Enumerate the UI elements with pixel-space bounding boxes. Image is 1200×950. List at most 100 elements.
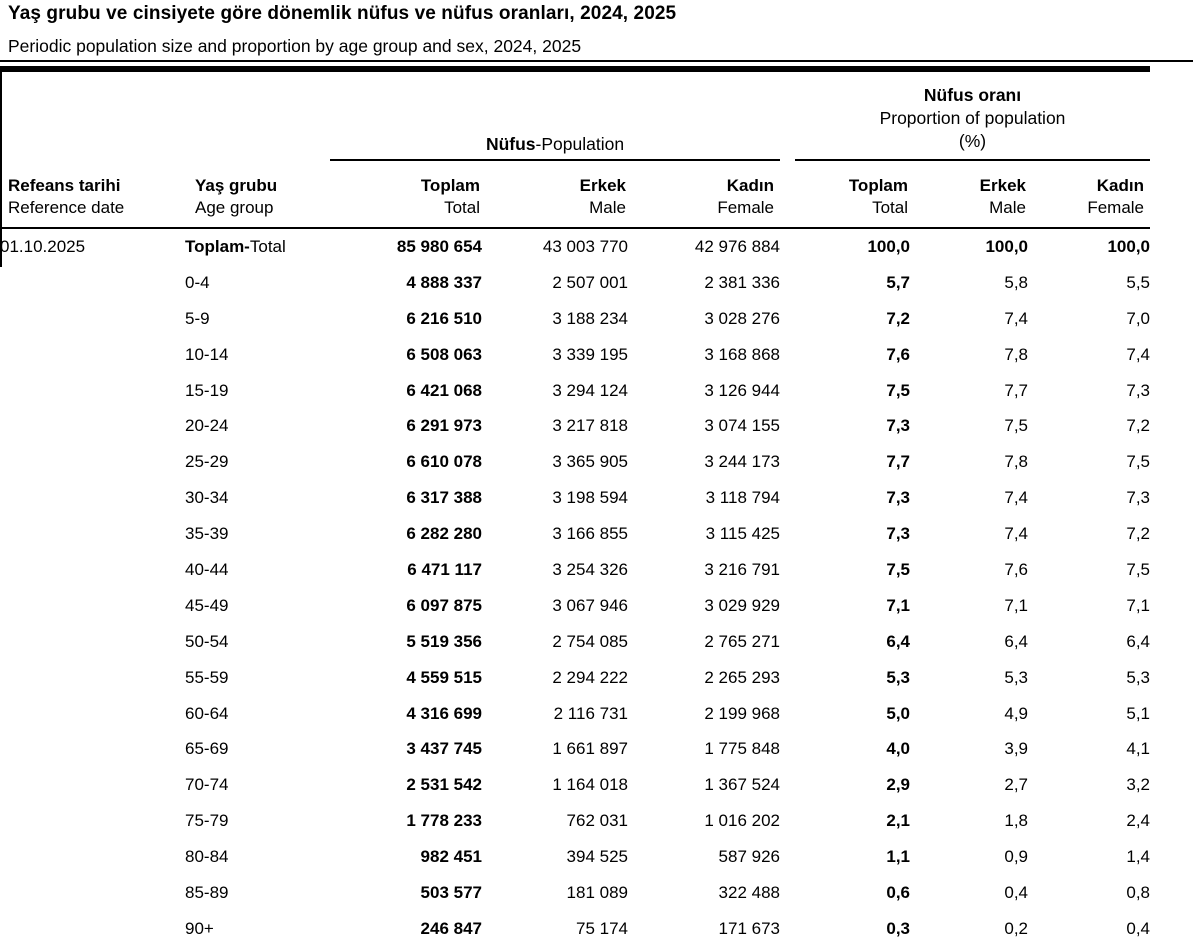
pop-male-cell: 3 254 326 bbox=[552, 559, 628, 579]
reference-date-cell bbox=[0, 516, 185, 552]
column-header-prop-female: Kadın Female bbox=[1087, 176, 1144, 217]
pop-male-cell: 2 116 731 bbox=[553, 703, 628, 723]
column-header-prop-total: Toplam Total bbox=[848, 176, 908, 217]
pop-female-cell: 1 775 848 bbox=[704, 739, 780, 759]
column-header-reference-date: Refeans tarihi Reference date bbox=[8, 175, 178, 219]
reference-date-cell bbox=[0, 480, 185, 516]
prop-male-cell: 7,1 bbox=[1004, 595, 1028, 615]
prop-female-cell: 0,4 bbox=[1126, 918, 1150, 938]
reference-date-cell bbox=[0, 911, 185, 947]
prop-male-cell: 7,4 bbox=[1004, 308, 1028, 328]
column-header-prop-male: Erkek Male bbox=[979, 176, 1026, 217]
pop-total-cell: 3 437 745 bbox=[406, 739, 482, 759]
prop-male-cell: 5,8 bbox=[1004, 272, 1028, 292]
prop-male-cell: 2,7 bbox=[1004, 775, 1028, 795]
prop-total-cell: 7,6 bbox=[886, 344, 910, 364]
pop-female-cell: 2 199 968 bbox=[704, 703, 780, 723]
prop-female-cell: 7,3 bbox=[1126, 380, 1150, 400]
prop-female-cell: 0,8 bbox=[1126, 882, 1150, 902]
prop-female-cell: 100,0 bbox=[1107, 236, 1150, 256]
pop-total-cell: 246 847 bbox=[420, 918, 482, 938]
population-group-label-tr: Nüfus bbox=[485, 134, 536, 154]
prop-female-cell: 2,4 bbox=[1126, 811, 1150, 831]
age-group-cell: 45-49 bbox=[185, 595, 229, 615]
pop-female-cell: 2 765 271 bbox=[704, 631, 780, 651]
age-group-cell: 80-84 bbox=[185, 847, 229, 867]
reference-date-cell bbox=[0, 624, 185, 660]
reference-date-cell bbox=[0, 696, 185, 732]
prop-total-cell: 7,5 bbox=[886, 559, 910, 579]
pop-male-cell: 75 174 bbox=[576, 918, 628, 938]
age-group-cell: Toplam-Total bbox=[185, 236, 286, 256]
page-subtitle: Periodic population size and proportion … bbox=[8, 36, 582, 56]
proportion-group-underline bbox=[795, 159, 1150, 161]
pop-female-cell: 3 168 868 bbox=[704, 344, 780, 364]
pop-total-cell: 6 282 280 bbox=[406, 524, 482, 544]
reference-date-cell bbox=[0, 839, 185, 875]
prop-male-cell: 7,6 bbox=[1004, 559, 1028, 579]
age-group-cell: 30-34 bbox=[185, 488, 229, 508]
reference-date-cell bbox=[0, 408, 185, 444]
pop-male-cell: 3 067 946 bbox=[552, 595, 628, 615]
population-table: 01.10.2025 Toplam-Total 85 980 654 43 00… bbox=[0, 229, 1150, 947]
prop-female-cell: 7,4 bbox=[1126, 344, 1150, 364]
reference-date-cell bbox=[0, 373, 185, 409]
pop-total-cell: 6 216 510 bbox=[406, 308, 482, 328]
pop-female-cell: 3 118 794 bbox=[705, 488, 780, 508]
prop-female-cell: 7,1 bbox=[1126, 595, 1150, 615]
pop-total-cell: 4 316 699 bbox=[406, 703, 482, 723]
prop-total-cell: 0,6 bbox=[886, 882, 910, 902]
reference-date-label-tr: Refeans tarihi bbox=[8, 176, 121, 195]
prop-male-cell: 7,8 bbox=[1004, 452, 1028, 472]
pop-female-cell: 1 016 202 bbox=[704, 811, 780, 831]
prop-total-cell: 4,0 bbox=[886, 739, 910, 759]
pop-female-cell: 3 029 929 bbox=[704, 595, 780, 615]
table-top-rule bbox=[0, 66, 1150, 72]
pop-total-cell: 6 421 068 bbox=[406, 380, 482, 400]
column-header-pop-female: Kadın Female bbox=[717, 176, 774, 217]
table-row: 35-39 6 282 280 3 166 855 3 115 425 7,3 … bbox=[0, 516, 1150, 552]
prop-female-cell: 5,1 bbox=[1126, 703, 1150, 723]
age-group-cell: 40-44 bbox=[185, 559, 229, 579]
reference-date-label-en: Reference date bbox=[8, 198, 125, 217]
reference-date-cell bbox=[0, 444, 185, 480]
pop-male-cell: 3 217 818 bbox=[552, 416, 628, 436]
prop-female-cell: 3,2 bbox=[1126, 775, 1150, 795]
prop-total-cell: 5,0 bbox=[886, 703, 910, 723]
pop-male-cell: 181 089 bbox=[566, 882, 628, 902]
age-group-cell: 0-4 bbox=[185, 272, 210, 292]
proportion-group-label-tr: Nüfus oranı bbox=[923, 85, 1022, 105]
pop-male-cell: 3 339 195 bbox=[552, 344, 628, 364]
pop-total-cell: 982 451 bbox=[420, 847, 482, 867]
table-row: 5-9 6 216 510 3 188 234 3 028 276 7,2 7,… bbox=[0, 301, 1150, 337]
prop-total-cell: 2,1 bbox=[886, 811, 910, 831]
column-header-pop-total: Toplam Total bbox=[420, 176, 480, 217]
population-group-header: Nüfus-Population bbox=[330, 133, 780, 156]
prop-total-cell: 7,7 bbox=[886, 452, 910, 472]
prop-male-cell: 7,5 bbox=[1004, 416, 1028, 436]
pop-male-cell: 2 754 085 bbox=[552, 631, 628, 651]
table-row: 25-29 6 610 078 3 365 905 3 244 173 7,7 … bbox=[0, 444, 1150, 480]
reference-date-cell bbox=[0, 265, 185, 301]
prop-total-cell: 2,9 bbox=[886, 775, 910, 795]
age-group-label-en: Age group bbox=[195, 198, 274, 217]
table-row: 45-49 6 097 875 3 067 946 3 029 929 7,1 … bbox=[0, 588, 1150, 624]
table-row: 15-19 6 421 068 3 294 124 3 126 944 7,5 … bbox=[0, 373, 1150, 409]
table-row: 55-59 4 559 515 2 294 222 2 265 293 5,3 … bbox=[0, 660, 1150, 696]
pop-total-cell: 85 980 654 bbox=[396, 236, 482, 256]
pop-female-cell: 3 244 173 bbox=[704, 452, 780, 472]
age-group-cell: 35-39 bbox=[185, 524, 229, 544]
age-group-cell: 65-69 bbox=[185, 739, 229, 759]
age-group-cell: 25-29 bbox=[185, 452, 229, 472]
prop-male-cell: 1,8 bbox=[1004, 811, 1028, 831]
reference-date-cell bbox=[0, 337, 185, 373]
pop-total-cell: 6 508 063 bbox=[406, 344, 482, 364]
prop-female-cell: 5,3 bbox=[1126, 667, 1150, 687]
age-group-cell: 60-64 bbox=[185, 703, 229, 723]
table-row: 90+ 246 847 75 174 171 673 0,3 0,2 0,4 bbox=[0, 911, 1150, 947]
prop-male-cell: 100,0 bbox=[985, 236, 1028, 256]
pop-female-cell: 3 028 276 bbox=[704, 308, 780, 328]
prop-male-cell: 7,4 bbox=[1004, 524, 1028, 544]
age-group-cell: 70-74 bbox=[185, 775, 229, 795]
prop-female-cell: 7,5 bbox=[1126, 559, 1150, 579]
